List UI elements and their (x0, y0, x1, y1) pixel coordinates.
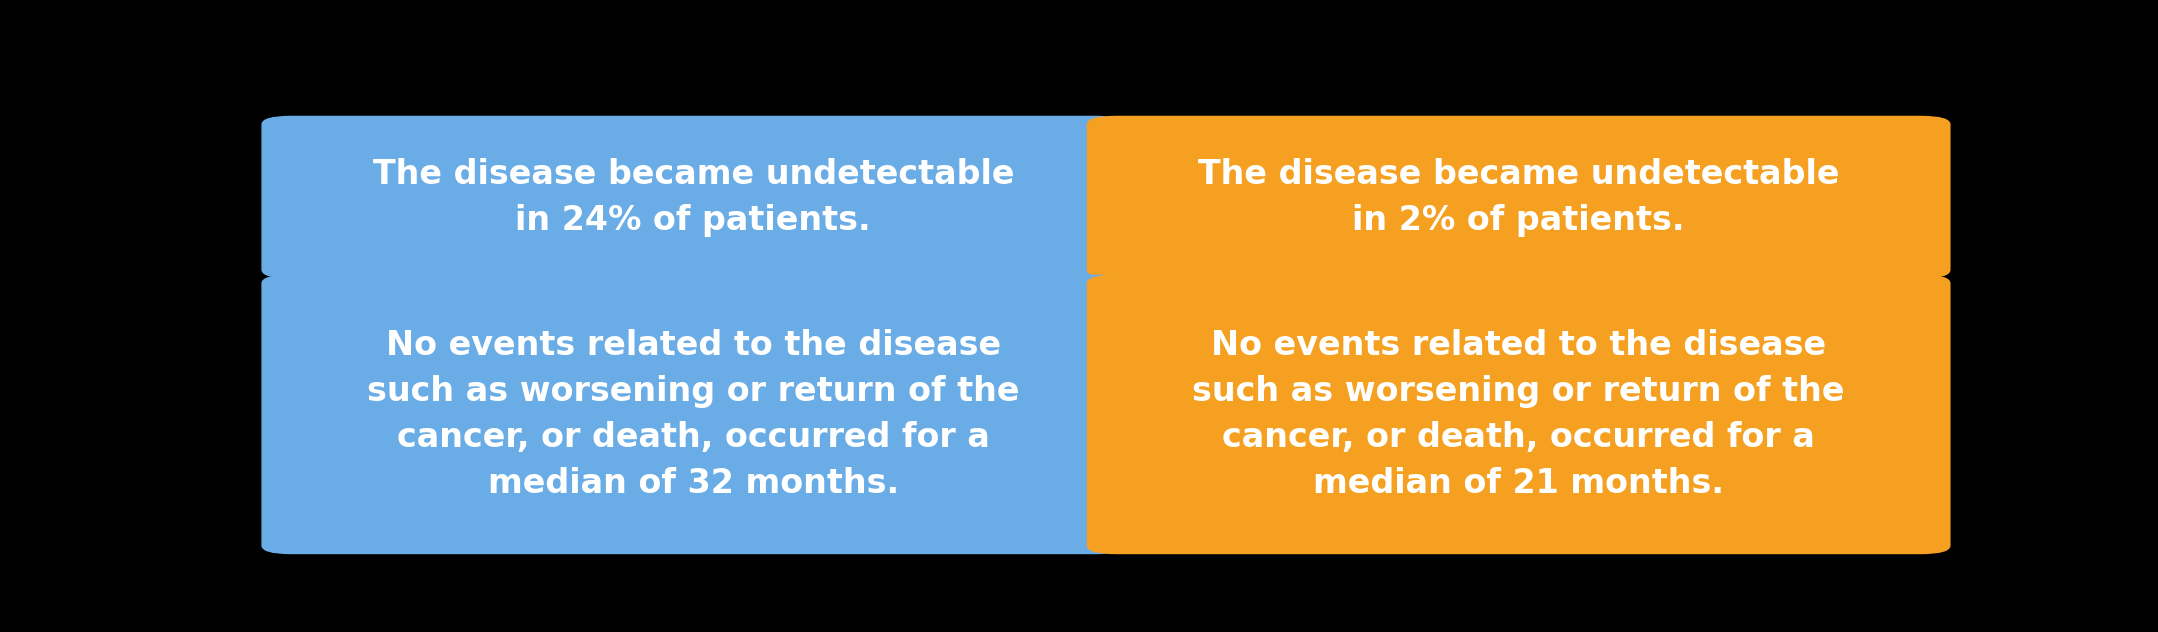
Text: No events related to the disease
such as worsening or return of the
cancer, or d: No events related to the disease such as… (1193, 329, 1845, 500)
FancyBboxPatch shape (1088, 116, 1951, 279)
Text: No events related to the disease
such as worsening or return of the
cancer, or d: No events related to the disease such as… (367, 329, 1019, 500)
Text: The disease became undetectable
in 2% of patients.: The disease became undetectable in 2% of… (1198, 157, 1839, 236)
Text: The disease became undetectable
in 24% of patients.: The disease became undetectable in 24% o… (373, 157, 1014, 236)
FancyBboxPatch shape (261, 116, 1124, 279)
FancyBboxPatch shape (261, 274, 1124, 554)
FancyBboxPatch shape (1088, 274, 1951, 554)
